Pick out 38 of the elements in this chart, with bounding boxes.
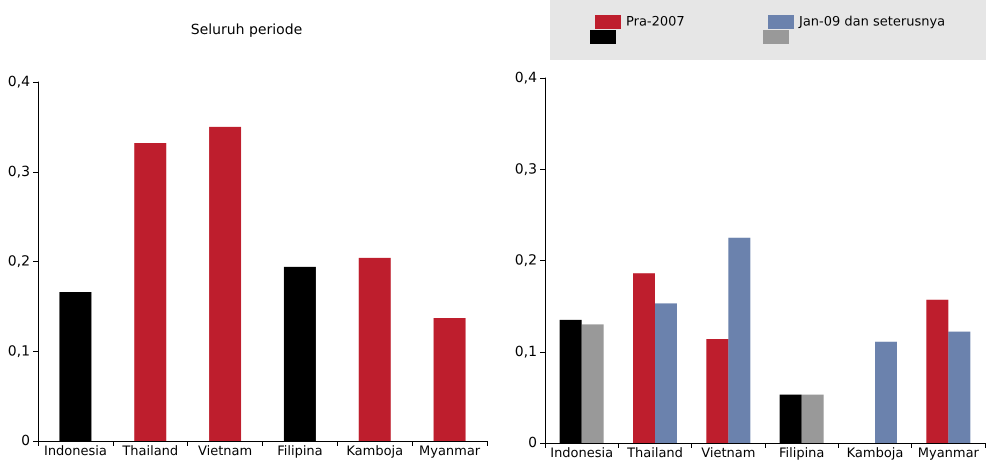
x-tick-label: Vietnam [198, 444, 252, 459]
bar [948, 332, 970, 443]
x-tick-label: Thailand [626, 446, 683, 461]
x-tick-label: Kamboja [346, 444, 404, 459]
x-tick-label: Vietnam [701, 446, 756, 461]
x-tick-label: Myanmar [419, 444, 481, 459]
legend-label: Jan-09 dan seterusnya [798, 14, 946, 30]
bar [875, 342, 897, 443]
bar [926, 300, 948, 443]
y-tick-label: 0,2 [8, 254, 30, 270]
y-tick-label: 0,3 [8, 164, 30, 180]
chart-title: Seluruh periode [190, 22, 302, 38]
y-tick-label: 0,4 [514, 70, 538, 86]
x-tick-label: Myanmar [918, 446, 980, 461]
bar [706, 338, 728, 443]
x-tick-label: Indonesia [44, 444, 107, 459]
bar [655, 303, 677, 443]
bar [728, 238, 750, 443]
bar [134, 143, 166, 441]
bar [802, 394, 824, 443]
legend-label: Pra-2007 [626, 14, 685, 30]
y-tick-label: 0,2 [514, 252, 537, 268]
x-tick-label: Filipina [277, 444, 323, 459]
y-tick-label: 0 [21, 433, 30, 449]
bar [358, 258, 391, 441]
y-tick-label: 0,4 [8, 74, 30, 90]
x-tick-label: Indonesia [550, 446, 614, 461]
bar [582, 324, 604, 443]
bar [209, 126, 242, 441]
x-tick-label: Kamboja [846, 446, 904, 461]
y-tick-label: 0,3 [514, 161, 537, 178]
bar [633, 273, 655, 443]
y-tick-label: 0,1 [514, 344, 537, 360]
bar [434, 318, 466, 441]
x-tick-label: Filipina [778, 446, 824, 461]
y-tick-label: 0,1 [8, 343, 30, 360]
x-tick-label: Thailand [121, 444, 178, 459]
y-tick-label: 0 [528, 435, 537, 451]
